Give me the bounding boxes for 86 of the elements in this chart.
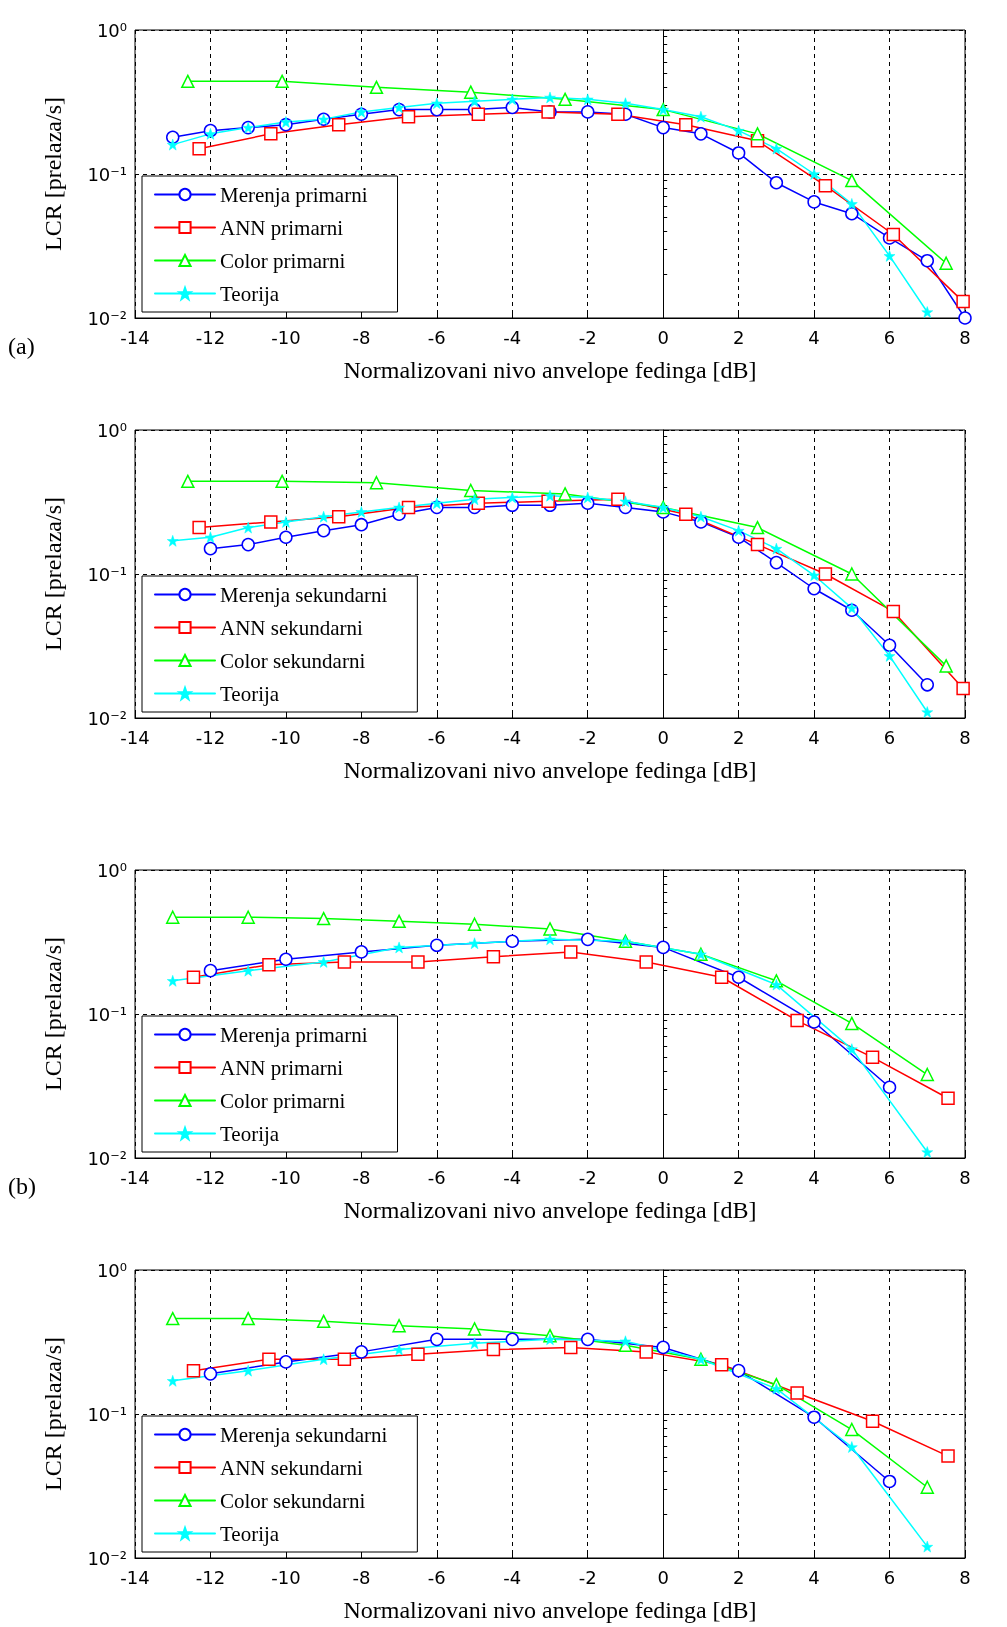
x-tick-label: -8 [352, 726, 371, 748]
legend-label: ANN primarni [220, 1055, 344, 1080]
y-tick-label: 10⁻¹ [87, 563, 127, 585]
x-tick-label: -10 [271, 326, 301, 348]
y-axis-title: LCR [prelaza/s] [40, 1337, 66, 1491]
x-tick-label: -14 [120, 1566, 150, 1588]
x-tick-label: 6 [883, 326, 896, 348]
x-tick-label: -10 [271, 726, 301, 748]
text: (a) [8, 333, 35, 359]
x-tick-label: 8 [959, 1566, 971, 1588]
legend-label: ANN sekundarni [220, 1455, 364, 1480]
y-tick-label: 10⁰ [96, 859, 127, 881]
x-tick-label: -10 [271, 1566, 301, 1588]
legend-label: Color primarni [220, 248, 346, 273]
legend-label: Color primarni [220, 1088, 346, 1113]
x-tick-label: -8 [352, 1166, 371, 1188]
x-tick-label: 6 [883, 1566, 896, 1588]
x-tick-label: -8 [352, 326, 371, 348]
y-axis-title: LCR [prelaza/s] [40, 97, 66, 251]
x-tick-label: -6 [427, 726, 446, 748]
legend-label: ANN primarni [220, 215, 344, 240]
x-tick-label: 6 [883, 726, 896, 748]
x-tick-label: 2 [732, 726, 745, 748]
legend-label: Teorija [220, 1521, 280, 1546]
x-tick-label: 8 [959, 726, 971, 748]
x-tick-label: -4 [503, 1566, 522, 1588]
x-tick-label: -6 [427, 1566, 446, 1588]
y-axis-title: LCR [prelaza/s] [40, 497, 66, 651]
x-tick-label: 4 [808, 1166, 820, 1188]
x-tick-label: -12 [195, 1166, 226, 1188]
legend-label: Teorija [220, 1121, 280, 1146]
legend-label: Color sekundarni [220, 648, 366, 673]
x-axis-title: Normalizovani nivo anvelope fedinga [dB] [343, 1597, 757, 1623]
x-tick-label: -4 [503, 326, 522, 348]
x-axis-title: Normalizovani nivo anvelope fedinga [dB] [343, 357, 757, 383]
legend-label: Merenja primarni [220, 1022, 368, 1047]
legend-label: Teorija [220, 681, 280, 706]
x-tick-label: -2 [578, 1566, 597, 1588]
y-tick-label: 10⁻² [87, 707, 127, 729]
x-tick-label: -12 [195, 1566, 226, 1588]
x-tick-label: 4 [808, 726, 820, 748]
x-tick-label: -4 [503, 1166, 522, 1188]
x-axis-title: Normalizovani nivo anvelope fedinga [dB] [343, 757, 757, 783]
x-tick-label: -8 [352, 1566, 371, 1588]
x-tick-label: -12 [195, 726, 226, 748]
x-tick-label: -14 [120, 726, 150, 748]
y-tick-label: 10⁻¹ [87, 163, 127, 185]
x-tick-label: 0 [657, 326, 669, 348]
legend-label: Merenja sekundarni [220, 582, 388, 607]
y-tick-label: 10⁰ [96, 19, 127, 41]
legend-label: ANN sekundarni [220, 615, 364, 640]
x-tick-label: -14 [120, 326, 150, 348]
legend-label: Color sekundarni [220, 1488, 366, 1513]
legend-label: Merenja primarni [220, 182, 368, 207]
x-tick-label: -2 [578, 726, 597, 748]
x-tick-label: -12 [195, 326, 226, 348]
x-tick-label: 8 [959, 1166, 971, 1188]
y-tick-label: 10⁰ [96, 1259, 127, 1281]
x-tick-label: -6 [427, 1166, 446, 1188]
x-tick-label: 0 [657, 1166, 669, 1188]
x-tick-label: 8 [959, 326, 971, 348]
y-tick-label: 10⁻² [87, 1147, 127, 1169]
x-tick-label: -10 [271, 1166, 301, 1188]
x-tick-label: 4 [808, 326, 820, 348]
x-tick-label: 4 [808, 1566, 820, 1588]
y-tick-label: 10⁻² [87, 307, 127, 329]
x-tick-label: -2 [578, 1166, 597, 1188]
y-axis-title: LCR [prelaza/s] [40, 937, 66, 1091]
x-tick-label: -2 [578, 326, 597, 348]
x-tick-label: 2 [732, 1166, 745, 1188]
text: (b) [8, 1173, 36, 1199]
x-tick-label: 6 [883, 1166, 896, 1188]
x-tick-label: -4 [503, 726, 522, 748]
x-tick-label: -14 [120, 1166, 150, 1188]
legend-label: Merenja sekundarni [220, 1422, 388, 1447]
x-tick-label: 2 [732, 326, 745, 348]
y-tick-label: 10⁻¹ [87, 1003, 127, 1025]
x-tick-label: 0 [657, 1566, 669, 1588]
x-axis-title: Normalizovani nivo anvelope fedinga [dB] [343, 1197, 757, 1223]
legend-label: Teorija [220, 281, 280, 306]
x-tick-label: -6 [427, 326, 446, 348]
x-tick-label: 0 [657, 726, 669, 748]
x-tick-label: 2 [732, 1566, 745, 1588]
y-tick-label: 10⁰ [96, 419, 127, 441]
y-tick-label: 10⁻¹ [87, 1403, 127, 1425]
y-tick-label: 10⁻² [87, 1547, 127, 1569]
